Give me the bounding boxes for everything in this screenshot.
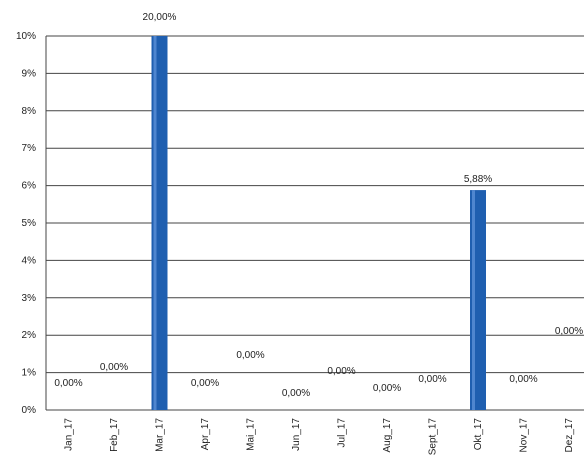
bar-highlight [472,190,475,410]
x-tick-label: Apr_17 [200,418,211,451]
data-label: 0,00% [191,378,219,389]
y-tick-label: 0% [22,405,37,416]
gridlines [45,35,584,411]
data-label: 0,00% [100,362,128,373]
y-tick-label: 8% [22,106,37,117]
bar-highlight [153,36,157,410]
y-tick-label: 4% [22,255,37,266]
data-label: 0,00% [282,388,310,399]
data-label: 0,00% [327,366,355,377]
y-tick-label: 10% [16,31,36,42]
data-label: 5,88% [464,174,492,185]
x-tick-label: Mai_17 [246,418,257,451]
bars [151,36,486,410]
x-tick-label: Jan_17 [64,418,75,451]
y-tick-label: 5% [22,218,37,229]
x-tick-label: Mar_17 [155,418,166,452]
data-label: 20,00% [143,12,177,23]
x-tick-label: Sept_17 [428,418,439,456]
x-tick-label: Jul_17 [337,418,348,448]
data-label: 0,00% [373,383,401,394]
data-label: 0,00% [509,374,537,385]
y-tick-label: 2% [22,330,37,341]
y-tick-label: 7% [22,143,37,154]
y-tick-label: 1% [22,368,37,379]
y-tick-label: 6% [22,181,37,192]
data-labels: 0,00% 0,00% 20,00% 0,00% 0,00% 0,00% 0,00% 0,00… [54,12,583,399]
x-tick-label: Nov_17 [519,418,530,453]
y-tick-label: 3% [22,293,37,304]
data-label: 0,00% [54,378,82,389]
x-tick-label: Dez_17 [564,418,575,453]
x-tick-label: Okt_17 [473,418,484,451]
x-tick-label: Jun_17 [291,418,302,451]
x-tick-label: Feb_17 [109,418,120,452]
data-label: 0,00% [555,326,583,337]
y-axis-ticks: 0% 1% 2% 3% 4% 5% 6% 7% 8% 9% 10% [16,31,36,416]
data-label: 0,00% [236,350,264,361]
x-tick-label: Aug_17 [382,418,393,453]
y-tick-label: 9% [22,68,37,79]
data-label: 0,00% [418,374,446,385]
x-axis-labels: Jan_17 Feb_17 Mar_17 Apr_17 Mai_17 Jun_17 Jul_… [64,418,576,456]
